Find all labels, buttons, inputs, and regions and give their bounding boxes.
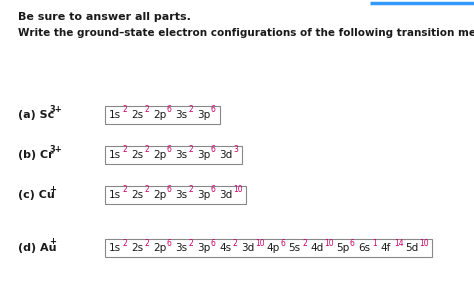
Text: 1: 1	[372, 239, 377, 248]
Text: Be sure to answer all parts.: Be sure to answer all parts.	[18, 12, 191, 22]
Text: 2: 2	[189, 106, 194, 115]
FancyBboxPatch shape	[105, 146, 243, 164]
Text: 6: 6	[167, 185, 172, 195]
Text: 3p: 3p	[197, 243, 210, 253]
Text: 2: 2	[145, 106, 150, 115]
Text: 6: 6	[167, 239, 172, 248]
Text: 4d: 4d	[310, 243, 324, 253]
Text: 3s: 3s	[175, 110, 187, 120]
Text: (b) Cr: (b) Cr	[18, 150, 54, 160]
Text: 3p: 3p	[197, 190, 210, 200]
Text: 6: 6	[350, 239, 355, 248]
Text: 4p: 4p	[266, 243, 280, 253]
Text: 3+: 3+	[49, 104, 62, 114]
Text: 2s: 2s	[131, 150, 143, 160]
Text: 10: 10	[419, 239, 429, 248]
Text: 2p: 2p	[153, 243, 166, 253]
Text: 2: 2	[123, 146, 128, 155]
Text: 2s: 2s	[131, 110, 143, 120]
Text: 14: 14	[394, 239, 404, 248]
Text: 6: 6	[281, 239, 285, 248]
Text: 6: 6	[211, 106, 216, 115]
Text: +: +	[49, 184, 56, 193]
Text: 2: 2	[145, 185, 150, 195]
Text: 2: 2	[233, 239, 238, 248]
Text: 4f: 4f	[380, 243, 391, 253]
Text: 2p: 2p	[153, 150, 166, 160]
Text: 5p: 5p	[336, 243, 349, 253]
Text: 6: 6	[167, 106, 172, 115]
Text: 3s: 3s	[175, 150, 187, 160]
Text: 1s: 1s	[109, 243, 121, 253]
Text: 4s: 4s	[219, 243, 231, 253]
Text: 2s: 2s	[131, 190, 143, 200]
Text: (c) Cu: (c) Cu	[18, 190, 55, 200]
Text: 6s: 6s	[358, 243, 370, 253]
Text: 1s: 1s	[109, 190, 121, 200]
Text: 3+: 3+	[49, 144, 62, 153]
Text: 6: 6	[211, 239, 216, 248]
Text: 2p: 2p	[153, 190, 166, 200]
Text: 3d: 3d	[219, 150, 232, 160]
Text: 3s: 3s	[175, 190, 187, 200]
Text: 6: 6	[211, 185, 216, 195]
Text: 5s: 5s	[289, 243, 301, 253]
Text: 1s: 1s	[109, 110, 121, 120]
Text: 6: 6	[211, 146, 216, 155]
Text: +: +	[49, 237, 56, 246]
Text: 2: 2	[123, 106, 128, 115]
Text: 10: 10	[325, 239, 334, 248]
Text: 3p: 3p	[197, 150, 210, 160]
Text: (d) Au: (d) Au	[18, 243, 56, 253]
Text: 3p: 3p	[197, 110, 210, 120]
Text: 2: 2	[145, 239, 150, 248]
Text: 10: 10	[233, 185, 243, 195]
Text: 2: 2	[189, 146, 194, 155]
FancyBboxPatch shape	[105, 186, 246, 204]
Text: 1s: 1s	[109, 150, 121, 160]
Text: 2: 2	[145, 146, 150, 155]
Text: 2p: 2p	[153, 110, 166, 120]
Text: 3: 3	[233, 146, 238, 155]
Text: 3d: 3d	[219, 190, 232, 200]
Text: (a) Sc: (a) Sc	[18, 110, 54, 120]
Text: Write the ground–state electron configurations of the following transition metal: Write the ground–state electron configur…	[18, 28, 474, 38]
FancyBboxPatch shape	[105, 239, 432, 257]
FancyBboxPatch shape	[105, 106, 220, 124]
Text: 5d: 5d	[405, 243, 419, 253]
Text: 3s: 3s	[175, 243, 187, 253]
Text: 3d: 3d	[241, 243, 254, 253]
Text: 2s: 2s	[131, 243, 143, 253]
Text: 2: 2	[189, 185, 194, 195]
Text: 10: 10	[255, 239, 264, 248]
Text: 2: 2	[123, 239, 128, 248]
Text: 2: 2	[302, 239, 307, 248]
Text: 6: 6	[167, 146, 172, 155]
Text: 2: 2	[123, 185, 128, 195]
Text: 2: 2	[189, 239, 194, 248]
